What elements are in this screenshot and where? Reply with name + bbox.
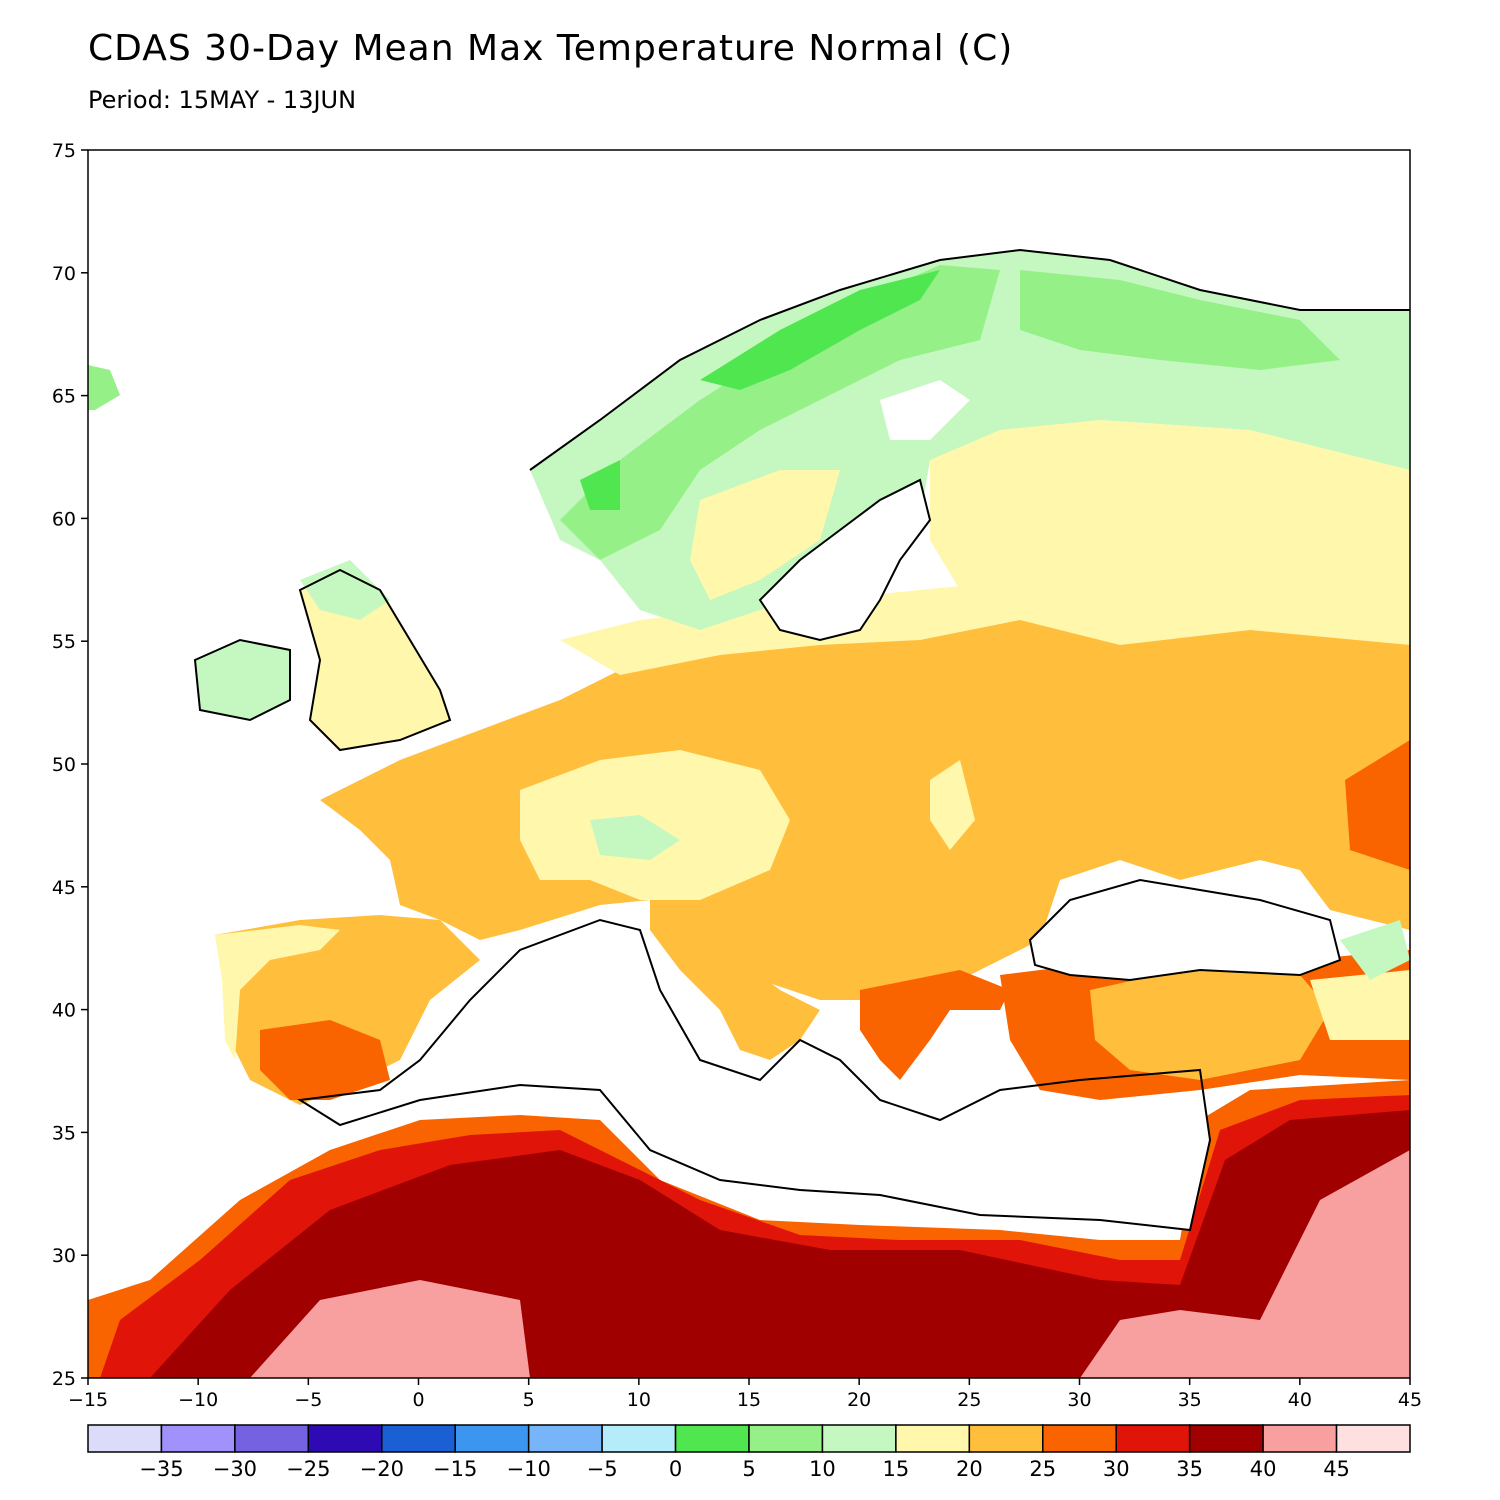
colorbar-label: 20 (956, 1457, 983, 1481)
black-sea (1030, 880, 1340, 980)
lat-tick-label: 55 (52, 631, 76, 653)
colorbar-swatch (1262, 1424, 1338, 1453)
lon-tick-label: 25 (957, 1389, 981, 1411)
lat-tick-label: 30 (52, 1245, 76, 1267)
carpathian-cool (930, 760, 975, 850)
lat-tick-label: 45 (52, 877, 76, 899)
italy-land (650, 900, 820, 1060)
iberia-north-cool (215, 925, 340, 1060)
lon-tick-label: 40 (1288, 1389, 1312, 1411)
colorbar-swatch (454, 1424, 530, 1453)
colorbar-label: 45 (1323, 1457, 1350, 1481)
britain-land (300, 570, 450, 750)
lat-tick-label: 35 (52, 1122, 76, 1144)
russia-20 (930, 420, 1410, 590)
gulf-of-bothnia (880, 380, 970, 440)
norway-5 (580, 460, 620, 510)
colorbar-label: −15 (433, 1457, 477, 1481)
colorbar-swatch (1042, 1424, 1117, 1453)
central-europe-land (320, 615, 1410, 1000)
scotland-cool (300, 560, 390, 620)
colorbar-swatch (1115, 1424, 1191, 1453)
lon-tick-label: 10 (627, 1389, 651, 1411)
kola-10 (1020, 270, 1340, 370)
volga-hot (1345, 740, 1410, 870)
map-subtitle: Period: 15MAY - 13JUN (88, 86, 357, 114)
colorbar-label: 15 (883, 1457, 910, 1481)
colorbar-label: 0 (669, 1457, 682, 1481)
map-title: CDAS 30-Day Mean Max Temperature Normal … (88, 28, 1014, 69)
caucasus-green (1340, 920, 1410, 980)
caucasus-cool (1310, 970, 1410, 1040)
lon-tick-label: 20 (847, 1389, 871, 1411)
lat-tick-label: 65 (52, 386, 76, 408)
colorbar-label: 30 (1103, 1457, 1130, 1481)
colorbar-swatch (895, 1424, 971, 1453)
lat-tick-label: 40 (52, 1000, 76, 1022)
colorbar-swatch (1335, 1424, 1411, 1453)
colorbar-swatch (968, 1424, 1044, 1453)
nordic-5 (700, 270, 940, 390)
axis-ticks: −15 −10 −5 0 5 10 15 20 25 30 35 40 45 25 30 35 40 45 50 55… (52, 140, 1422, 1411)
lat-tick-label: 60 (52, 508, 76, 530)
ireland-land (195, 640, 290, 720)
colorbar-swatch (748, 1424, 824, 1453)
colorbar-swatch (87, 1424, 163, 1453)
baltic-sea (760, 480, 930, 640)
colorbar-label: −10 (507, 1457, 551, 1481)
colorbar-label: −20 (360, 1457, 404, 1481)
lon-tick-label: −5 (294, 1389, 322, 1411)
colorbar-label: −5 (587, 1457, 618, 1481)
temperature-field (88, 250, 1410, 1378)
iceland-land (88, 365, 120, 410)
lon-tick-label: 0 (412, 1389, 424, 1411)
lon-tick-label: 45 (1398, 1389, 1422, 1411)
colorbar: −35 −30 −25 −20 −15 −10 −5 0 5 10 15 20 25 30 35 40 45 (87, 1424, 1411, 1481)
mediterranean-sea (300, 920, 1210, 1230)
lat-tick-label: 25 (52, 1368, 76, 1390)
nordic-10 (560, 265, 1000, 560)
colorbar-swatch (674, 1424, 750, 1453)
colorbar-label: 10 (809, 1457, 836, 1481)
alps-green (590, 815, 680, 860)
lon-tick-label: 30 (1067, 1389, 1091, 1411)
coastlines (193, 248, 1410, 1232)
colorbar-label: 5 (742, 1457, 755, 1481)
colorbar-swatch (601, 1424, 677, 1453)
colorbar-label: 25 (1029, 1457, 1056, 1481)
colorbar-swatch (381, 1424, 456, 1453)
greece-land (860, 970, 1010, 1080)
lat-tick-label: 70 (52, 263, 76, 285)
colorbar-swatch (307, 1424, 383, 1453)
colorbar-label: 40 (1250, 1457, 1277, 1481)
sweden-20 (690, 470, 840, 600)
north-belt-20 (560, 520, 1410, 675)
band-45-east (1080, 1150, 1410, 1378)
anatolia-plateau (1090, 970, 1330, 1080)
iberia-hot (260, 1020, 390, 1100)
lon-tick-label: 15 (737, 1389, 761, 1411)
colorbar-label: 35 (1176, 1457, 1203, 1481)
lon-tick-label: −15 (68, 1389, 108, 1411)
band-45-west (250, 1280, 530, 1378)
colorbar-label: −35 (139, 1457, 183, 1481)
colorbar-swatch (527, 1424, 603, 1453)
lat-tick-label: 50 (52, 754, 76, 776)
colorbar-swatch (234, 1424, 310, 1453)
lon-tick-label: 5 (523, 1389, 535, 1411)
lon-tick-label: 35 (1178, 1389, 1202, 1411)
colorbar-swatch (821, 1424, 897, 1453)
colorbar-swatch (1188, 1424, 1264, 1453)
colorbar-label: −25 (286, 1457, 330, 1481)
colorbar-label: −30 (213, 1457, 257, 1481)
lat-tick-label: 75 (52, 140, 76, 162)
lon-tick-label: −10 (178, 1389, 218, 1411)
colorbar-swatch (160, 1424, 236, 1453)
